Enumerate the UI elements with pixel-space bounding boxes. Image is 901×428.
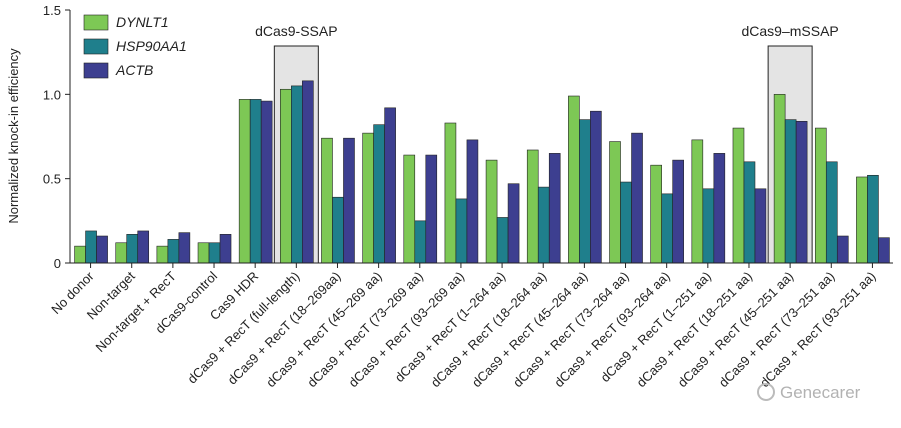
bar xyxy=(238,99,251,264)
legend-swatch xyxy=(83,38,109,55)
bar xyxy=(650,164,662,264)
legend: DYNLT1 HSP90AA1 ACTB xyxy=(83,14,187,79)
watermark: Genecarer xyxy=(780,383,861,402)
bar xyxy=(537,186,550,264)
bar xyxy=(384,107,396,264)
bar xyxy=(754,188,767,264)
bar xyxy=(280,88,292,264)
bar xyxy=(332,196,344,264)
bar xyxy=(713,153,726,264)
y-tick-label: 0 xyxy=(54,256,61,271)
bar xyxy=(485,159,498,264)
bar xyxy=(672,159,684,264)
y-tick-label: 1.5 xyxy=(43,3,61,18)
bar xyxy=(414,220,427,264)
bar xyxy=(85,230,97,264)
bar xyxy=(795,121,808,264)
bar xyxy=(825,161,838,264)
bar xyxy=(732,127,745,264)
bar xyxy=(773,94,786,264)
annotation: dCas9–mSSAP xyxy=(741,23,838,39)
bar xyxy=(197,242,210,264)
bar xyxy=(691,139,704,264)
bar xyxy=(291,85,303,264)
bar xyxy=(425,154,438,264)
bar xyxy=(137,230,150,264)
bar xyxy=(526,149,539,264)
legend-label: DYNLT1 xyxy=(116,14,169,30)
bar xyxy=(362,132,374,264)
bar xyxy=(878,237,890,264)
bar xyxy=(496,217,509,264)
bar xyxy=(126,234,139,264)
bar xyxy=(568,95,580,264)
legend-label: HSP90AA1 xyxy=(116,38,187,54)
bar xyxy=(661,193,673,264)
watermark-icon xyxy=(757,383,775,401)
bar xyxy=(260,100,273,264)
bar xyxy=(167,239,180,264)
bar xyxy=(743,161,756,264)
bar xyxy=(620,181,632,264)
bar xyxy=(784,119,797,264)
bar xyxy=(249,99,262,264)
bar xyxy=(74,245,86,264)
bar xyxy=(609,141,621,264)
bar xyxy=(115,242,128,264)
y-axis-title: Normalized knock-in efficiency xyxy=(6,48,21,224)
bar xyxy=(579,119,591,264)
bar xyxy=(856,176,868,264)
bar xyxy=(466,139,479,264)
bar xyxy=(455,198,468,264)
bar xyxy=(631,132,643,264)
y-tick-label: 0.5 xyxy=(43,172,61,187)
bar xyxy=(867,174,879,264)
bar xyxy=(507,183,520,264)
bar xyxy=(814,127,827,264)
y-tick-label: 1.0 xyxy=(43,87,61,102)
bar xyxy=(219,234,232,264)
bar xyxy=(836,235,849,264)
bar xyxy=(302,80,314,264)
annotation: dCas9-SSAP xyxy=(255,23,337,39)
bar xyxy=(208,242,221,264)
bar xyxy=(343,137,355,264)
bar xyxy=(548,153,561,264)
bar xyxy=(373,124,385,264)
bar xyxy=(590,110,602,264)
bar xyxy=(178,232,191,264)
legend-swatch xyxy=(83,62,109,79)
bar xyxy=(702,188,715,264)
bar xyxy=(156,245,169,264)
bar xyxy=(444,122,457,264)
bar xyxy=(403,154,416,264)
legend-swatch xyxy=(83,14,109,31)
legend-label: ACTB xyxy=(115,62,153,78)
bar xyxy=(96,235,108,264)
bar xyxy=(321,137,333,264)
